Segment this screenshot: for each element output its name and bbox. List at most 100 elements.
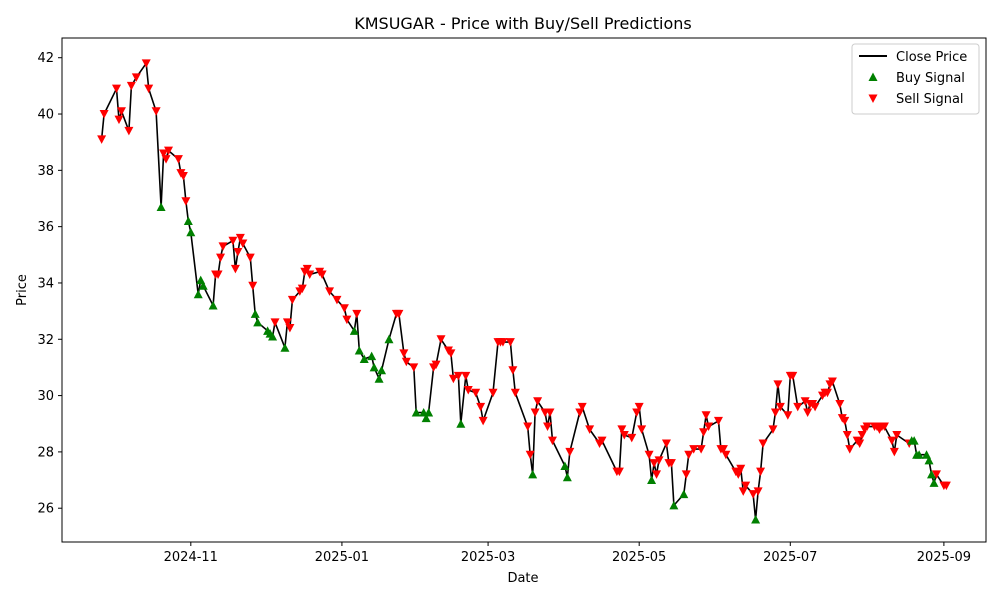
sell-signal-marker xyxy=(394,309,404,319)
sell-signal-marker xyxy=(159,149,169,158)
sell-signal-marker xyxy=(399,349,409,358)
sell-signal-marker xyxy=(339,304,349,313)
buy-signal-marker xyxy=(183,216,193,226)
sell-signal-marker xyxy=(476,402,486,412)
x-tick-label: 2025-01 xyxy=(315,550,369,565)
sell-signal-marker xyxy=(793,402,803,412)
buy-signal-marker xyxy=(367,351,377,361)
sell-signal-marker xyxy=(699,428,709,437)
buy-signal-marker xyxy=(927,469,937,479)
sell-signal-marker xyxy=(701,411,711,420)
legend-entry-buy-signal: Buy Signal xyxy=(896,71,965,86)
sell-signal-marker xyxy=(637,425,647,434)
sell-signal-marker xyxy=(721,450,731,460)
legend-entry-close-price: Close Price xyxy=(896,50,967,65)
sell-signal-marker xyxy=(302,264,312,274)
sell-signal-marker xyxy=(178,171,188,181)
sell-signal-marker xyxy=(297,284,307,294)
sell-signal-marker xyxy=(889,447,899,457)
sell-signal-marker xyxy=(855,439,865,448)
buy-signal-marker xyxy=(411,407,421,417)
sell-signal-marker xyxy=(810,402,820,412)
sell-signal-marker xyxy=(775,402,785,412)
legend-sell-marker xyxy=(868,94,878,103)
sell-signal-marker xyxy=(741,481,751,491)
sell-signal-marker xyxy=(498,338,508,347)
buy-signal-marker xyxy=(456,419,466,428)
sell-signal-marker xyxy=(478,416,488,426)
sell-signal-marker xyxy=(931,470,941,479)
x-tick-label: 2025-05 xyxy=(612,550,666,565)
sell-signal-marker xyxy=(116,107,126,116)
sell-signal-marker xyxy=(822,388,832,398)
x-axis-label: Date xyxy=(507,571,538,586)
axes: 2024-11 2025-01 2025-03 2025-05 2025-07 2025-… xyxy=(37,51,971,565)
y-tick-label: 28 xyxy=(37,445,54,460)
buy-signal-marker xyxy=(384,334,394,344)
sell-signal-marker xyxy=(523,422,533,432)
sell-signal-marker xyxy=(652,470,662,479)
y-tick-label: 30 xyxy=(37,389,54,404)
sell-signal-marker xyxy=(97,135,107,144)
sell-signal-marker xyxy=(577,402,587,412)
sell-signal-marker xyxy=(342,315,352,325)
plot-area xyxy=(97,59,951,524)
sell-signal-marker xyxy=(173,155,183,164)
sell-signal-marker xyxy=(431,360,441,370)
sell-signal-marker xyxy=(111,84,121,94)
buy-signal-marker xyxy=(528,469,538,479)
sell-signal-marker xyxy=(666,459,676,468)
buy-signal-marker xyxy=(253,317,263,327)
buy-signal-marker xyxy=(424,407,434,417)
sell-signal-marker xyxy=(352,309,362,319)
y-tick-label: 34 xyxy=(37,276,54,291)
sell-signal-marker xyxy=(144,84,154,94)
sell-signal-marker xyxy=(453,371,463,381)
sell-signal-marker xyxy=(409,363,419,372)
sell-signal-marker xyxy=(126,81,136,91)
sell-signal-marker xyxy=(783,411,793,420)
buy-signal-marker xyxy=(359,354,369,363)
sell-signal-marker xyxy=(758,439,768,448)
sell-signal-marker xyxy=(181,197,191,206)
sell-signal-marker xyxy=(800,397,810,406)
sell-signal-marker xyxy=(285,324,295,333)
buy-signal-marker xyxy=(751,514,761,524)
sell-signal-marker xyxy=(131,73,141,82)
sell-signal-marker xyxy=(436,335,446,344)
legend-box xyxy=(851,43,980,115)
sell-signal-marker xyxy=(748,490,758,499)
sell-signal-marker xyxy=(287,295,297,305)
buy-signal-marker xyxy=(250,309,260,318)
sell-signal-marker xyxy=(842,431,852,440)
buy-signal-marker xyxy=(924,455,934,465)
sell-signal-marker xyxy=(213,270,223,280)
sell-signal-marker xyxy=(508,366,518,375)
sell-signal-marker xyxy=(446,349,456,358)
x-tick-label: 2025-03 xyxy=(461,550,515,565)
sell-signal-marker xyxy=(547,436,557,446)
sell-signal-marker xyxy=(681,470,691,479)
buy-signal-marker xyxy=(369,362,379,372)
sell-signal-marker xyxy=(661,439,671,448)
buy-signal-marker xyxy=(374,374,384,383)
sell-signal-marker xyxy=(164,146,174,156)
buy-signal-marker xyxy=(421,413,431,423)
y-axis-label: Price xyxy=(15,274,30,306)
buy-signal-marker xyxy=(208,300,218,310)
sell-signal-marker xyxy=(627,433,637,443)
buy-signal-marker xyxy=(909,436,919,445)
x-tick-label: 2024-11 xyxy=(164,550,218,565)
sell-signal-marker xyxy=(505,338,515,347)
sell-signal-marker xyxy=(488,388,498,398)
sell-signal-marker xyxy=(704,422,714,432)
buy-signal-marker xyxy=(679,489,689,499)
sell-signal-marker xyxy=(649,459,659,468)
sell-signal-marker xyxy=(161,155,171,164)
sell-signal-marker xyxy=(471,388,481,398)
buy-signal-marker xyxy=(186,227,196,237)
buy-signal-marker xyxy=(669,500,679,510)
sell-signal-marker xyxy=(325,287,335,296)
sell-signal-marker xyxy=(845,445,855,454)
